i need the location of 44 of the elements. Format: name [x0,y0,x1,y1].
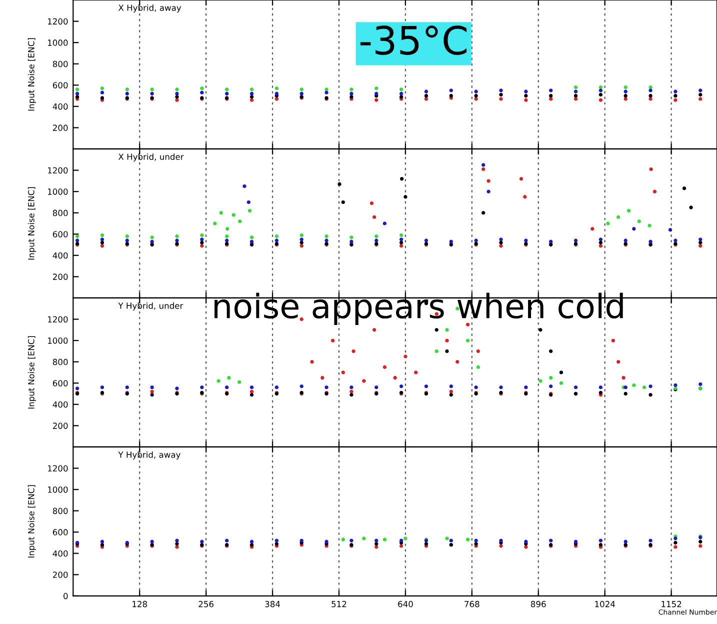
text: Y Hybrid, away [118,451,180,460]
x-tick-label: 640 [398,600,413,608]
y-axis-title: Input Noise [ENC] [28,485,36,558]
y-tick-label: 800 [52,508,68,514]
y-tick-label: 400 [52,401,68,408]
y-tick-label: 400 [52,252,68,259]
text: X Hybrid, under [118,153,184,162]
y-tick-label: 200 [52,274,68,280]
y-tick-label: 600 [52,529,68,536]
y-tick-label: 200 [52,422,68,429]
y-tick-label: 1200 [48,167,68,174]
x-tick-label: 256 [198,600,214,608]
annotation: -35°C [360,26,467,55]
y-tick-label: 1000 [48,40,68,46]
annotation: noise appears when cold [214,292,623,326]
x-tick-label: 1152 [662,600,682,608]
y-axis-title: Input Noise [ENC] [28,187,36,260]
y-tick-label: 800 [52,210,68,216]
y-tick-label: 1200 [48,316,68,323]
x-tick-label: 768 [464,600,480,608]
y-tick-label: 200 [52,572,68,578]
x-tick-label: 896 [530,600,546,608]
y-tick-label: 400 [52,103,68,110]
text: Y Hybrid, under [118,302,184,310]
y-tick-label: 200 [52,124,68,131]
x-tick-label: 512 [332,600,346,608]
y-axis-title: Input Noise [ENC] [28,336,36,409]
y-tick-label: 1000 [48,338,68,344]
y-tick-label: 400 [52,550,68,557]
y-tick-label: 1200 [48,18,68,25]
x-tick-label: 128 [132,600,147,608]
y-tick-label: 1200 [48,465,68,472]
x-tick-label: 384 [265,600,280,608]
y-tick-label: 0 [64,592,68,600]
y-tick-label: 600 [52,380,68,386]
y-tick-label: 600 [52,82,68,88]
y-tick-label: 800 [52,60,68,68]
x-tick-label: 1024 [595,600,615,608]
y-tick-label: 800 [52,358,68,366]
y-tick-label: 600 [52,231,68,238]
y-tick-label: 1000 [48,188,68,195]
y-tick-label: 1000 [48,486,68,493]
text: X Hybrid, away [118,4,182,13]
y-axis-title: Input Noise [ENC] [28,38,36,111]
